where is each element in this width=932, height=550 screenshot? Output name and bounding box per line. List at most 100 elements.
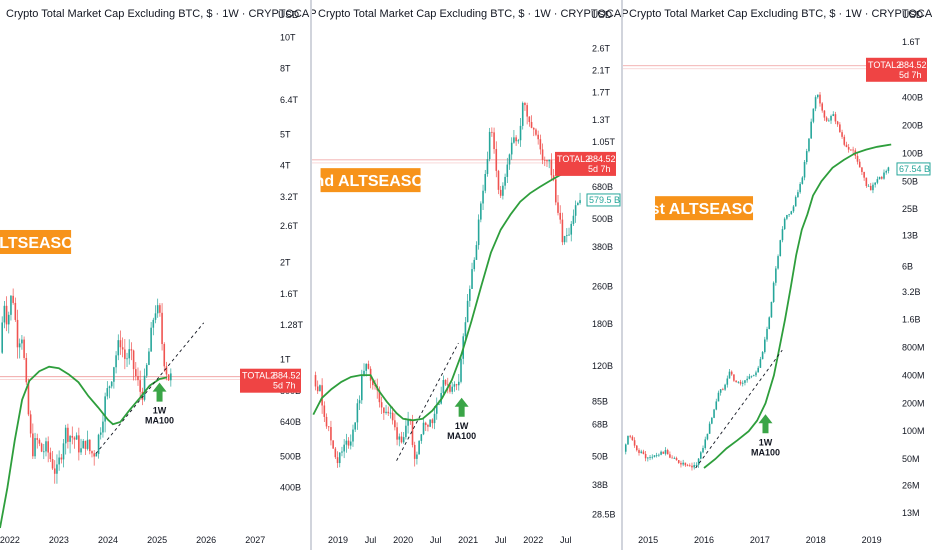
candle bbox=[354, 422, 356, 432]
candle bbox=[477, 214, 480, 250]
x-tick-label: 2022 bbox=[523, 535, 543, 545]
candle bbox=[823, 110, 826, 121]
candle bbox=[347, 437, 350, 449]
candle bbox=[62, 439, 65, 468]
candle bbox=[726, 375, 729, 388]
candle bbox=[786, 214, 788, 221]
candle bbox=[537, 130, 539, 145]
candle bbox=[444, 379, 447, 386]
candle bbox=[526, 102, 528, 125]
candle bbox=[781, 226, 784, 243]
y-tick-label: 2.6T bbox=[592, 44, 611, 54]
y-tick-label: 400B bbox=[902, 93, 923, 103]
chart-panel-3rd-altseason: Crypto Total Market Cap Excluding BTC, $… bbox=[0, 8, 317, 545]
candle bbox=[422, 418, 425, 436]
x-tick-label: Jul bbox=[430, 535, 442, 545]
candle bbox=[349, 434, 352, 450]
candle bbox=[799, 182, 801, 194]
candle bbox=[655, 452, 658, 458]
price-line bbox=[0, 376, 270, 381]
trend-line bbox=[695, 349, 783, 469]
altseason-text: 2nd ALTSEASON bbox=[306, 173, 436, 190]
x-tick-label: Jul bbox=[365, 535, 377, 545]
x-tick-label: 2021 bbox=[458, 535, 478, 545]
candle bbox=[677, 460, 680, 464]
candle bbox=[316, 380, 319, 394]
candle bbox=[167, 374, 170, 381]
candle bbox=[36, 433, 39, 449]
candle bbox=[543, 156, 546, 167]
candle bbox=[488, 127, 491, 162]
candle bbox=[810, 118, 812, 139]
candles bbox=[624, 91, 890, 471]
candle bbox=[67, 423, 69, 449]
dashed-trendline bbox=[396, 342, 459, 461]
candle bbox=[10, 294, 12, 321]
candle bbox=[702, 445, 704, 454]
y-tick-label: 6B bbox=[902, 262, 913, 272]
candle bbox=[878, 176, 881, 180]
y-tick-label: 1.28T bbox=[280, 320, 304, 330]
candle bbox=[80, 438, 82, 456]
candle bbox=[45, 437, 47, 457]
candle bbox=[499, 186, 502, 199]
candle bbox=[471, 262, 473, 290]
x-axis: 2022 2023 2024 2025 2026 2027 bbox=[0, 535, 265, 545]
candle bbox=[686, 463, 689, 467]
x-tick-label: 2020 bbox=[393, 535, 413, 545]
candle bbox=[532, 127, 535, 137]
y-tick-label: 1.3T bbox=[592, 115, 611, 125]
y-tick-label: 50B bbox=[592, 451, 608, 461]
candle bbox=[722, 387, 724, 391]
candle bbox=[772, 281, 775, 303]
candle bbox=[669, 451, 671, 459]
candle bbox=[40, 442, 43, 453]
candle bbox=[845, 141, 848, 148]
candle bbox=[23, 336, 25, 360]
candle bbox=[519, 118, 522, 147]
candle bbox=[154, 305, 157, 324]
candle bbox=[99, 427, 102, 440]
dashed-trendline bbox=[95, 322, 205, 455]
candle bbox=[821, 102, 823, 113]
candle bbox=[724, 383, 726, 391]
candle bbox=[49, 447, 52, 463]
y-tick-label: 400B bbox=[280, 483, 301, 493]
ma-label: 1W MA100 bbox=[145, 406, 174, 426]
candle bbox=[484, 169, 487, 194]
candle bbox=[633, 437, 636, 448]
candle bbox=[161, 303, 163, 351]
y-axis: 2.6T2.1T1.7T1.3T1.05T850B680B500B380B260… bbox=[592, 44, 616, 520]
candle bbox=[577, 201, 579, 206]
candle bbox=[378, 386, 381, 408]
candle bbox=[442, 375, 445, 396]
y-tick-label: 13M bbox=[902, 508, 920, 518]
y-tick-label: 500B bbox=[280, 452, 301, 462]
candle bbox=[706, 433, 709, 441]
candle bbox=[803, 159, 806, 181]
candle bbox=[554, 176, 557, 206]
candle bbox=[517, 138, 520, 144]
candle bbox=[653, 455, 656, 458]
candle bbox=[836, 120, 839, 127]
ma-arrow-icon bbox=[454, 397, 469, 417]
y-tick-label: 680B bbox=[592, 182, 613, 192]
candle bbox=[451, 382, 453, 395]
ma-arrow-icon bbox=[152, 382, 167, 402]
candle bbox=[137, 367, 139, 386]
arrow-up-shape bbox=[454, 397, 469, 417]
y-tick-label: 800M bbox=[902, 343, 925, 353]
y-tick-label: 1.6T bbox=[902, 37, 921, 47]
candle bbox=[841, 129, 843, 139]
candle bbox=[528, 116, 531, 127]
price-badge-countdown: 5d 7h bbox=[273, 381, 296, 391]
candle bbox=[521, 101, 524, 130]
candle bbox=[682, 459, 684, 467]
candle bbox=[440, 386, 442, 405]
candle bbox=[104, 392, 106, 433]
arrow-up-shape bbox=[152, 382, 167, 402]
candle bbox=[651, 454, 654, 460]
price-badge-bg bbox=[240, 368, 301, 393]
chart-panel-1st-altseason: Crypto Total Market Cap Excluding BTC, $… bbox=[623, 8, 932, 545]
candle bbox=[18, 338, 21, 359]
